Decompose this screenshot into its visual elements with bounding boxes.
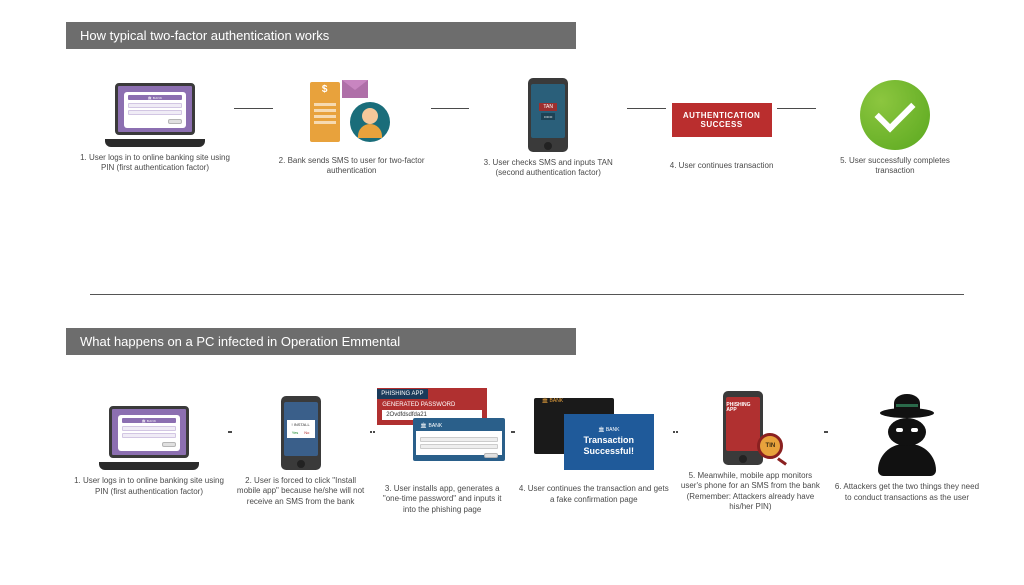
tan-label: TAN [539,103,557,111]
gen-pwd-label: GENERATED PASSWORD [382,402,482,408]
auth-success-badge: AUTHENTICATION SUCCESS [672,103,772,137]
tin-badge-icon: TIN [757,433,783,459]
tan-value: •••••• [541,113,555,120]
bank-label: 🏛 BANK [122,418,176,423]
caption-s1-5: 5. User successfully completes transacti… [820,156,970,177]
step-s1-sms: 2. Bank sends SMS to user for two-factor… [277,80,427,177]
step-s1-login: 🏛 BANK 1. User logs in to online banking… [80,83,230,174]
caption-s2-3: 3. User installs app, generates a "one-t… [377,484,507,515]
laptop-icon: 🏛 BANK [105,83,205,147]
section2-header: What happens on a PC infected in Operati… [66,328,576,355]
caption-s1-3: 3. User checks SMS and inputs TAN (secon… [473,158,623,179]
connector-line [234,108,273,109]
install-yes: Yes [290,429,301,436]
form-field [122,426,176,431]
hacker-icon [874,400,940,476]
caption-s2-4: 4. User continues the transaction and ge… [519,484,669,505]
install-label: ! INSTALL [290,422,312,427]
connector-line [431,108,470,109]
phone-icon: TAN •••••• [528,78,568,152]
section1-flow: 🏛 BANK 1. User logs in to online banking… [80,78,970,179]
install-no: No [302,429,311,436]
step-s2-install: ! INSTALL Yes No 2. User is forced to cl… [236,396,366,507]
transaction-pages-icon: 🏛 BANK 🏛 BANK Transaction Successful! [534,398,654,478]
laptop-icon: 🏛 BANK [99,406,199,470]
caption-s1-4: 4. User continues transaction [670,161,774,171]
form-field [122,433,176,438]
caption-s1-2: 2. Bank sends SMS to user for two-factor… [277,156,427,177]
form-submit-icon [162,442,176,447]
phish-phone-label: PHISHING APP [726,403,760,414]
connector-line [627,108,666,109]
magnifier-handle-icon [777,457,787,465]
phishing-tag: PHISHING APP [377,389,427,399]
envelope-icon [342,80,368,98]
section1-header: How typical two-factor authentication wo… [66,22,576,49]
caption-s1-1: 1. User logs in to online banking site u… [80,153,230,174]
step-s2-txn: 🏛 BANK 🏛 BANK Transaction Successful! 4.… [519,398,669,505]
form-field [420,444,498,449]
user-avatar-icon [350,102,390,142]
section2-flow: 🏛 BANK 1. User logs in to online banking… [74,388,982,515]
step-s2-hacker: 6. Attackers get the two things they nee… [832,400,982,503]
form-field [128,103,182,108]
txn-front-bank: 🏛 BANK [598,427,619,433]
phishing-app-icon: PHISHING APP GENERATED PASSWORD 2Ovdfdsd… [377,388,507,478]
step-s1-done: 5. User successfully completes transacti… [820,80,970,177]
step-s2-login: 🏛 BANK 1. User logs in to online banking… [74,406,224,497]
form-field [420,437,498,442]
phishing-phone-icon: PHISHING APP TIN [723,391,777,465]
caption-s2-2: 2. User is forced to click "Install mobi… [236,476,366,507]
connector-dotted [370,431,374,433]
txn-back-label: 🏛 BANK [542,398,563,404]
caption-s2-5: 5. Meanwhile, mobile app monitors user's… [680,471,820,513]
sms-icon [302,80,402,150]
section-divider [90,294,964,295]
connector-dotted [228,431,232,433]
connector-dotted [511,431,515,433]
step-s1-tan: TAN •••••• 3. User checks SMS and inputs… [473,78,623,179]
step-s2-monitor: PHISHING APP TIN 5. Meanwhile, mobile ap… [680,391,820,513]
form-field [128,110,182,115]
bank-label: 🏛 BANK [128,95,182,100]
connector-dotted [673,431,677,433]
txn-success-text: Transaction Successful! [564,435,654,457]
form-submit-icon [484,453,498,458]
caption-s2-6: 6. Attackers get the two things they nee… [832,482,982,503]
connector-line [777,108,816,109]
caption-s2-1: 1. User logs in to online banking site u… [74,476,224,497]
phone-install-icon: ! INSTALL Yes No [281,396,321,470]
bank-card-label: BANK [429,423,443,429]
check-icon [860,80,930,150]
step-s1-auth: AUTHENTICATION SUCCESS 4. User continues… [670,85,774,171]
step-s2-phish: PHISHING APP GENERATED PASSWORD 2Ovdfdsd… [377,388,507,515]
form-submit-icon [168,119,182,124]
connector-dotted [824,431,828,433]
